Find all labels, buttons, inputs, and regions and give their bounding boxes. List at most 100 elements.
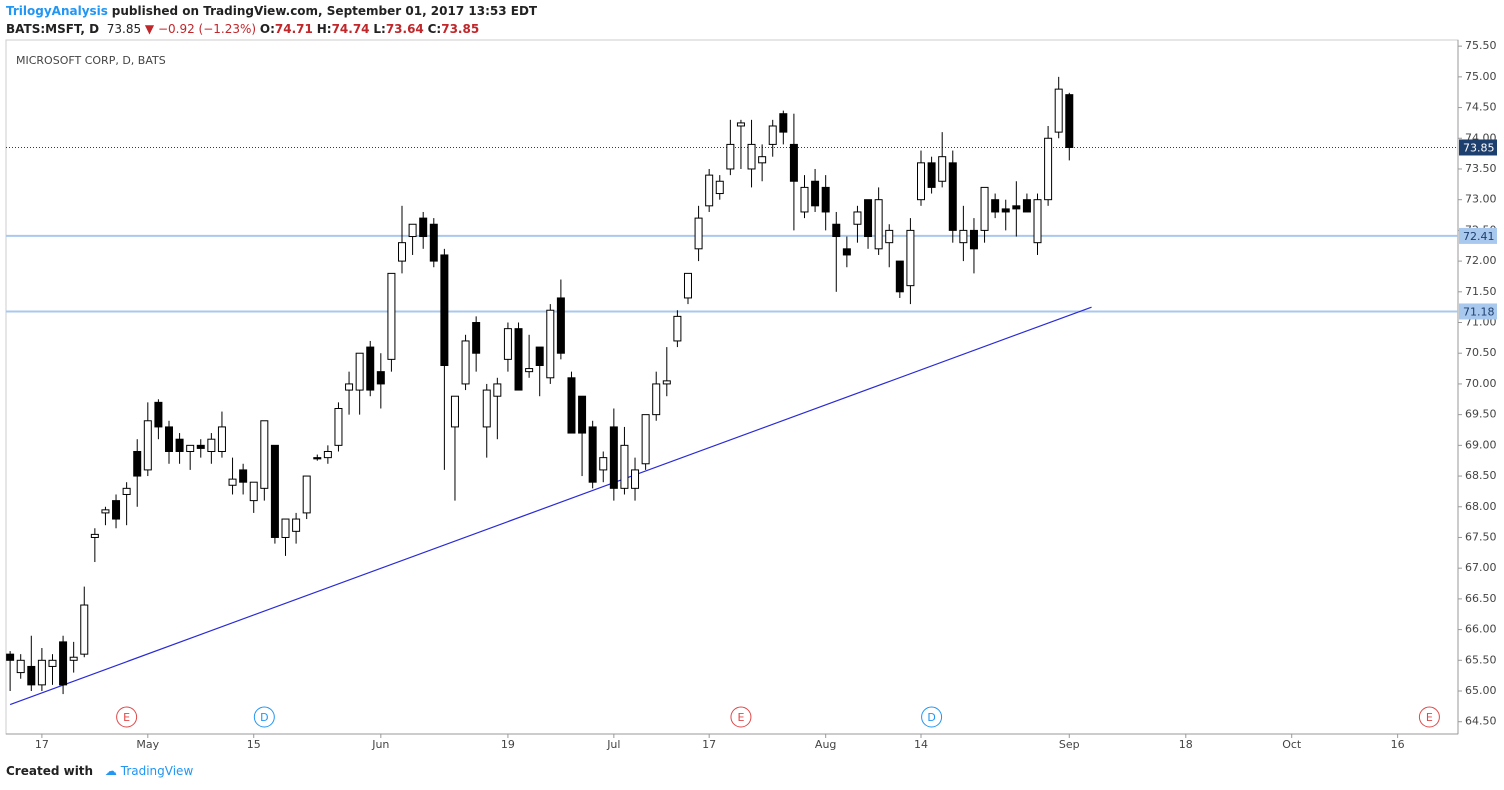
- candle-body: [927, 162, 936, 188]
- y-tick-label: 66.00: [1465, 623, 1497, 636]
- candle-body: [705, 174, 714, 207]
- y-tick-label: 67.00: [1465, 561, 1497, 574]
- event-marker: [116, 706, 138, 728]
- candle-body: [1054, 88, 1063, 133]
- candle-body: [387, 272, 396, 360]
- candle-body: [917, 162, 926, 201]
- candle-body: [779, 113, 788, 133]
- candle-body: [948, 162, 957, 231]
- candle-body: [694, 217, 703, 250]
- candle-body: [938, 156, 947, 182]
- candle-body: [874, 199, 883, 250]
- candle-body: [239, 469, 248, 483]
- candle-body: [811, 180, 820, 207]
- candle-body: [260, 420, 269, 489]
- candle-body: [1012, 205, 1021, 210]
- brand-text[interactable]: TradingView: [120, 764, 194, 778]
- author[interactable]: TrilogyAnalysis: [6, 4, 108, 18]
- candle-body: [736, 122, 745, 127]
- ohlc-value: 74.71: [274, 22, 313, 36]
- candle-body: [768, 125, 777, 145]
- brand[interactable]: ☁ TradingView: [104, 764, 194, 778]
- candle-body: [408, 223, 417, 238]
- candle-body: [821, 186, 830, 213]
- candle-body: [175, 438, 184, 452]
- candle-body: [334, 407, 343, 446]
- candle-body: [6, 653, 15, 661]
- ohlc-value: 73.85: [441, 22, 480, 36]
- ohlc-value: 74.74: [331, 22, 370, 36]
- y-tick-label: 73.50: [1465, 162, 1497, 175]
- event-label: E: [123, 711, 130, 724]
- candle-body: [567, 377, 576, 434]
- candle-body: [37, 659, 46, 686]
- candle-body: [270, 444, 279, 538]
- candle-body: [164, 426, 173, 452]
- change: ▼ −0.92 (−1.23%): [144, 22, 257, 36]
- candle-body: [69, 656, 78, 661]
- candle-body: [112, 500, 121, 520]
- candle-body: [472, 322, 481, 354]
- x-tick-label: Jul: [606, 738, 620, 751]
- candle-body: [578, 395, 587, 434]
- candle-body: [101, 509, 110, 514]
- candle-body: [1033, 199, 1042, 244]
- candle-body: [885, 229, 894, 244]
- candle-body: [832, 223, 841, 238]
- candle-body: [895, 260, 904, 293]
- candle-body: [662, 380, 671, 385]
- candle-body: [906, 229, 915, 287]
- candle-body: [1001, 208, 1010, 213]
- x-tick-label: Sep: [1059, 738, 1080, 751]
- y-tick-label: 68.00: [1465, 500, 1497, 513]
- y-tick-label: 69.00: [1465, 438, 1497, 451]
- ohlc-label: L:: [373, 22, 386, 36]
- candle-body: [398, 242, 407, 262]
- candle-body: [631, 469, 640, 489]
- ohlc-value: 73.64: [385, 22, 424, 36]
- candle-body: [652, 383, 661, 416]
- candle-body: [80, 604, 89, 655]
- y-tick-label: 64.50: [1465, 715, 1497, 728]
- event-marker: [921, 706, 943, 728]
- header-line: TrilogyAnalysis published on TradingView…: [6, 4, 537, 18]
- x-tick-label: 17: [35, 738, 49, 751]
- last: 73.85: [106, 22, 142, 36]
- x-tick-label: Oct: [1282, 738, 1302, 751]
- candle-body: [355, 352, 364, 391]
- candle-body: [186, 444, 195, 452]
- candle-body: [503, 328, 512, 360]
- ohlc-label: C:: [427, 22, 442, 36]
- symbol: BATS:MSFT, D: [6, 22, 100, 36]
- candle-body: [90, 533, 99, 538]
- y-tick-label: 73.00: [1465, 193, 1497, 206]
- candle-body: [27, 665, 36, 686]
- candle-body: [864, 199, 873, 238]
- x-tick-label: 16: [1391, 738, 1405, 751]
- candle-body: [292, 518, 301, 532]
- candle-body: [143, 420, 152, 471]
- candle-body: [620, 444, 629, 489]
- x-tick-label: Jun: [371, 738, 389, 751]
- created: Created with: [6, 764, 94, 778]
- candle-body: [302, 475, 311, 514]
- y-tick-label: 75.50: [1465, 39, 1497, 52]
- candle-body: [588, 426, 597, 483]
- candle-body: [461, 340, 470, 385]
- y-tick-label: 75.00: [1465, 70, 1497, 83]
- footer: Created with ☁ TradingView: [6, 764, 193, 778]
- candle-body: [323, 450, 332, 459]
- x-tick-label: Aug: [815, 738, 836, 751]
- candle-body: [853, 211, 862, 225]
- candle-body: [789, 143, 798, 182]
- candle-body: [482, 389, 491, 428]
- event-label: E: [737, 711, 744, 724]
- candle-body: [1044, 137, 1053, 201]
- event-marker: [253, 706, 275, 728]
- candle-body: [969, 229, 978, 250]
- candle-body: [800, 186, 809, 213]
- candle-body: [313, 457, 322, 460]
- candle-body: [980, 186, 989, 231]
- event-marker: [730, 706, 752, 728]
- price-tag-label: 72.41: [1463, 230, 1495, 243]
